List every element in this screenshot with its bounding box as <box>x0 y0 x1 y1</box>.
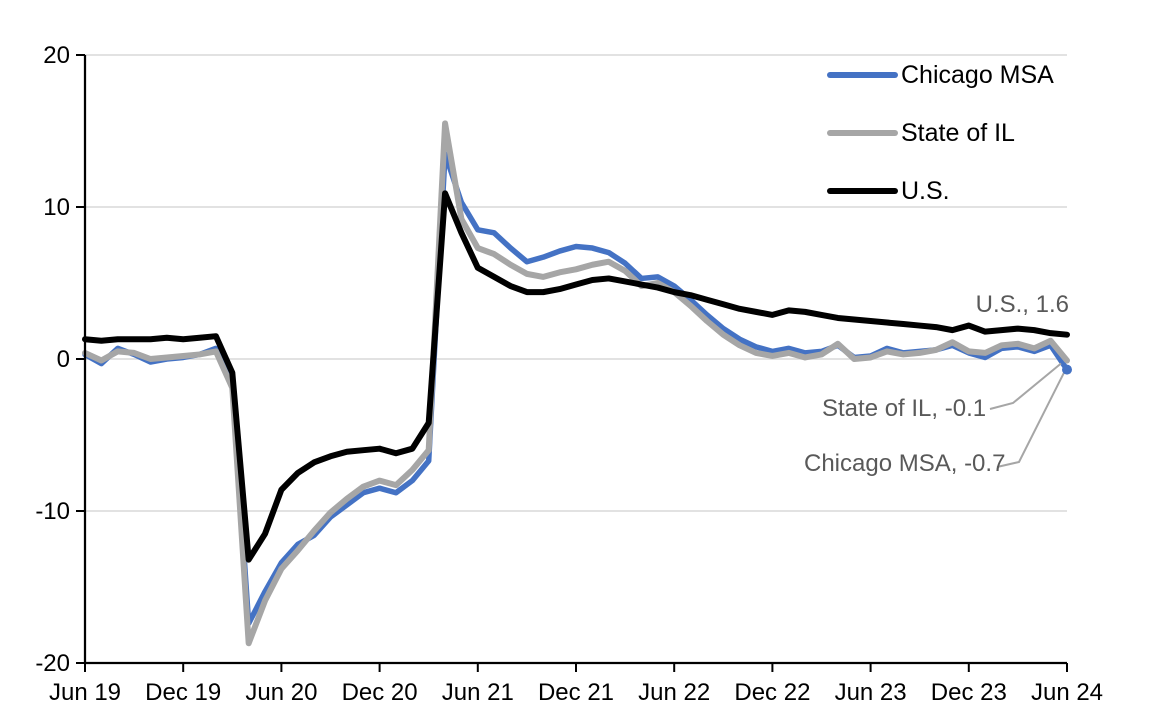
svg-text:-20: -20 <box>35 650 70 677</box>
annotation-state-of-il-value: State of IL, -0.1 <box>822 395 987 422</box>
svg-text:Dec 20: Dec 20 <box>342 679 418 706</box>
annotation-chicago-msa-value: Chicago MSA, -0.7 <box>804 450 1006 477</box>
svg-text:Dec 22: Dec 22 <box>734 679 810 706</box>
annotation-us-value: U.S., 1.6 <box>975 291 1069 318</box>
svg-text:Jun 23: Jun 23 <box>835 679 907 706</box>
legend-item-state-of-il: State of IL <box>827 120 1054 146</box>
legend-label-chicago-msa: Chicago MSA <box>901 61 1054 89</box>
us-line-swatch <box>827 188 898 194</box>
legend-item-us: U.S. <box>827 178 1054 204</box>
svg-text:Jun 21: Jun 21 <box>442 679 514 706</box>
legend-label-state-of-il: State of IL <box>901 119 1015 147</box>
svg-text:Dec 21: Dec 21 <box>538 679 614 706</box>
svg-text:Jun 20: Jun 20 <box>245 679 317 706</box>
legend-item-chicago-msa: Chicago MSA <box>827 62 1054 88</box>
state-of-il-line-swatch <box>827 130 898 136</box>
svg-text:Jun 22: Jun 22 <box>638 679 710 706</box>
svg-text:20: 20 <box>43 42 70 69</box>
svg-text:Dec 23: Dec 23 <box>931 679 1007 706</box>
chicago-msa-line-swatch <box>827 72 898 78</box>
svg-text:Jun 19: Jun 19 <box>49 679 121 706</box>
legend-label-us: U.S. <box>901 177 950 205</box>
svg-text:-10: -10 <box>35 498 70 525</box>
svg-text:0: 0 <box>57 346 70 373</box>
svg-text:Jun 24: Jun 24 <box>1031 679 1103 706</box>
svg-text:Dec 19: Dec 19 <box>145 679 221 706</box>
svg-text:10: 10 <box>43 194 70 221</box>
legend: Chicago MSA State of IL U.S. <box>827 62 1054 236</box>
